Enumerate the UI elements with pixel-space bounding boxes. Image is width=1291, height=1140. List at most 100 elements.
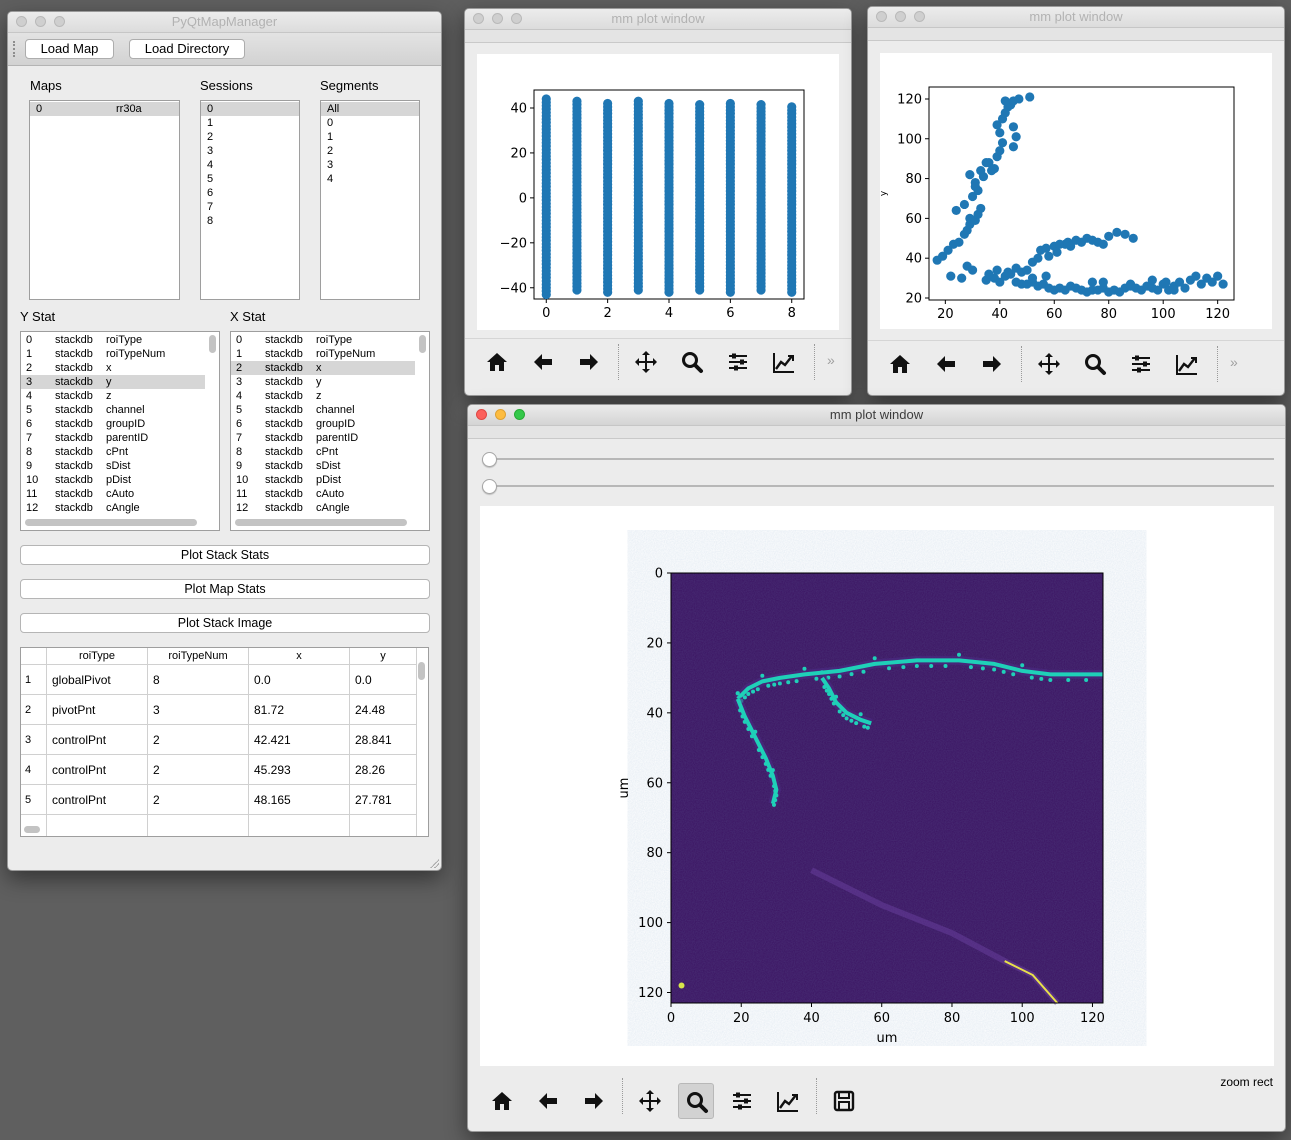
cell-roitype[interactable]: controlPnt: [46, 754, 148, 785]
forward-button[interactable]: [571, 344, 607, 380]
table-corner[interactable]: [21, 648, 47, 665]
list-item-stat[interactable]: 12 stackdb cAngle: [231, 501, 415, 515]
zoom-window-button[interactable]: [511, 13, 522, 24]
plot1-canvas[interactable]: 0 2 4 6 8 −40 −20 0 20 40: [477, 54, 839, 330]
table-header-roitypenum[interactable]: roiTypeNum: [147, 648, 249, 665]
list-item-stat[interactable]: 6 stackdb groupID: [21, 417, 205, 431]
list-item-stat[interactable]: 0 stackdb roiType: [21, 333, 205, 347]
list-item-segment[interactable]: 1: [321, 130, 419, 144]
list-item-stat[interactable]: 2 stackdb x: [21, 361, 205, 375]
plot3-title-bar[interactable]: mm plot window: [468, 405, 1285, 426]
table-h-scrollbar[interactable]: [24, 826, 40, 833]
back-button[interactable]: [928, 346, 964, 382]
zoom-window-button[interactable]: [54, 16, 65, 27]
home-button[interactable]: [882, 346, 918, 382]
row-number[interactable]: 1: [21, 664, 47, 695]
list-item-session[interactable]: 8: [201, 214, 299, 228]
maps-list[interactable]: 0 rr30a: [29, 100, 180, 300]
close-window-button[interactable]: [16, 16, 27, 27]
list-item-stat[interactable]: 8 stackdb cPnt: [21, 445, 205, 459]
list-item-stat[interactable]: 6 stackdb groupID: [231, 417, 415, 431]
list-item-session[interactable]: 0: [201, 102, 299, 116]
table-header-roitype[interactable]: roiType: [46, 648, 148, 665]
x-stat-h-scrollbar[interactable]: [235, 519, 407, 526]
cell-y[interactable]: 0.0: [349, 664, 417, 695]
table-header-x[interactable]: x: [248, 648, 350, 665]
y-stat-h-scrollbar[interactable]: [25, 519, 197, 526]
y-stat-list[interactable]: 0 stackdb roiType 1 stackdb roiTypeNum 2 stackd…: [20, 331, 220, 531]
plot-stack-image-button[interactable]: Plot Stack Image: [20, 613, 430, 633]
cell-y[interactable]: 28.26: [349, 754, 417, 785]
list-item-stat[interactable]: 3 stackdb y: [21, 375, 205, 389]
forward-button[interactable]: [576, 1083, 612, 1119]
zoom-button[interactable]: [678, 1083, 714, 1119]
close-window-button[interactable]: [473, 13, 484, 24]
list-item-stat[interactable]: 10 stackdb pDist: [21, 473, 205, 487]
home-button[interactable]: [484, 1083, 520, 1119]
cell-roitype[interactable]: globalPivot: [46, 664, 148, 695]
list-item-stat[interactable]: 1 stackdb roiTypeNum: [231, 347, 415, 361]
sessions-list[interactable]: 0 1 2 3 4 5 6 7 8: [200, 100, 300, 300]
cell-roitypenum[interactable]: 2: [147, 784, 249, 815]
table-row-partial[interactable]: [21, 814, 417, 836]
list-item-stat[interactable]: 9 stackdb sDist: [21, 459, 205, 473]
row-number[interactable]: 5: [21, 784, 47, 815]
list-item-stat[interactable]: 9 stackdb sDist: [231, 459, 415, 473]
cell-roitypenum[interactable]: 8: [147, 664, 249, 695]
list-item-stat[interactable]: 3 stackdb y: [231, 375, 415, 389]
list-item-segment[interactable]: 2: [321, 144, 419, 158]
zoom-window-button[interactable]: [914, 11, 925, 22]
zoom-window-button[interactable]: [514, 409, 525, 420]
list-item-stat[interactable]: 0 stackdb roiType: [231, 333, 415, 347]
list-item-map[interactable]: 0 rr30a: [30, 102, 179, 116]
cell-roitype[interactable]: controlPnt: [46, 724, 148, 755]
list-item-stat[interactable]: 5 stackdb channel: [21, 403, 205, 417]
list-item-stat[interactable]: 7 stackdb parentID: [21, 431, 205, 445]
table-row[interactable]: 4 controlPnt 2 45.293 28.26: [21, 754, 417, 785]
list-item-segment[interactable]: 3: [321, 158, 419, 172]
zoom-button[interactable]: [1077, 346, 1113, 382]
cell-roitypenum[interactable]: 2: [147, 724, 249, 755]
segments-list[interactable]: All 0 1 2 3 4: [320, 100, 420, 300]
x-stat-scrollbar[interactable]: [419, 335, 426, 353]
minimize-window-button[interactable]: [35, 16, 46, 27]
row-number[interactable]: 4: [21, 754, 47, 785]
plot-stack-stats-button[interactable]: Plot Stack Stats: [20, 545, 430, 565]
list-item-stat[interactable]: 1 stackdb roiTypeNum: [21, 347, 205, 361]
pan-button[interactable]: [632, 1083, 668, 1119]
load-directory-button[interactable]: Load Directory: [129, 39, 245, 59]
cell-x[interactable]: 81.72: [248, 694, 350, 725]
table-header-y[interactable]: y: [349, 648, 417, 665]
list-item-stat[interactable]: 10 stackdb pDist: [231, 473, 415, 487]
lines-button[interactable]: [1169, 346, 1205, 382]
list-item-segment[interactable]: 0: [321, 116, 419, 130]
table-row[interactable]: 5 controlPnt 2 48.165 27.781: [21, 784, 417, 815]
list-item-stat[interactable]: 2 stackdb x: [231, 361, 415, 375]
close-window-button[interactable]: [876, 11, 887, 22]
plot3-canvas[interactable]: 0 0 20 20 40 40 60 60 80 80 100 100 120 120 um um: [480, 506, 1274, 1066]
slider-2-handle[interactable]: [482, 479, 497, 494]
minimize-window-button[interactable]: [495, 409, 506, 420]
row-number[interactable]: 3: [21, 724, 47, 755]
resize-grip-icon[interactable]: [429, 858, 439, 868]
toolbar-overflow-icon[interactable]: »: [1230, 354, 1238, 370]
list-item-session[interactable]: 6: [201, 186, 299, 200]
list-item-segment[interactable]: All: [321, 102, 419, 116]
cell-x[interactable]: 42.421: [248, 724, 350, 755]
list-item-stat[interactable]: 12 stackdb cAngle: [21, 501, 205, 515]
table-row[interactable]: 2 pivotPnt 3 81.72 24.48: [21, 694, 417, 725]
list-item-segment[interactable]: 4: [321, 172, 419, 186]
forward-button[interactable]: [974, 346, 1010, 382]
manager-title-bar[interactable]: PyQtMapManager: [8, 12, 441, 33]
home-button[interactable]: [479, 344, 515, 380]
lines-button[interactable]: [766, 344, 802, 380]
close-window-button[interactable]: [476, 409, 487, 420]
list-item-stat[interactable]: 11 stackdb cAuto: [231, 487, 415, 501]
cell-x[interactable]: 0.0: [248, 664, 350, 695]
cell-x[interactable]: 48.165: [248, 784, 350, 815]
back-button[interactable]: [525, 344, 561, 380]
list-item-session[interactable]: 1: [201, 116, 299, 130]
cell-y[interactable]: 27.781: [349, 784, 417, 815]
table-row[interactable]: 1 globalPivot 8 0.0 0.0: [21, 664, 417, 695]
subplots-button[interactable]: [720, 344, 756, 380]
